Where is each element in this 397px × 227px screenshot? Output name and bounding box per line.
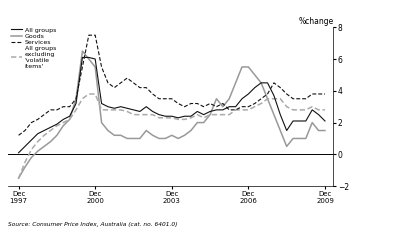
- Text: Source: Consumer Price Index, Australia (cat. no. 6401.0): Source: Consumer Price Index, Australia …: [8, 222, 177, 227]
- Text: %change: %change: [298, 17, 333, 26]
- Legend: All groups, Goods, Services, All groups
excluding
'volatile
items': All groups, Goods, Services, All groups …: [11, 27, 56, 69]
